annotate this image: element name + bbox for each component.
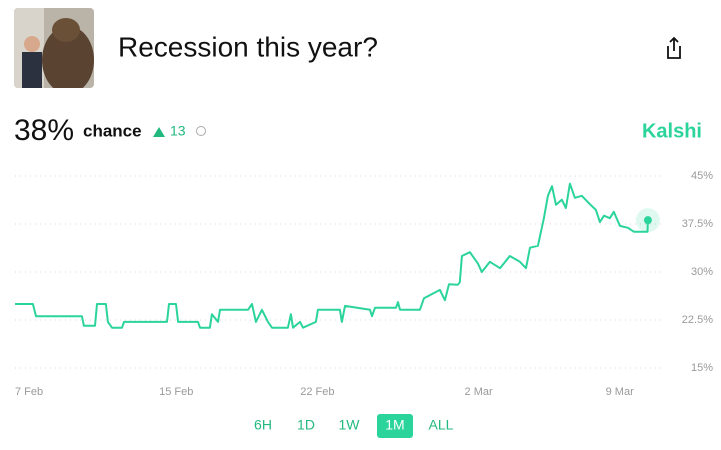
x-tick-label: 15 Feb [159,386,193,398]
range-button[interactable]: 1M [385,417,404,433]
thumbnail [14,8,94,88]
range-button[interactable]: 1W [339,417,361,433]
probability: 38% [14,114,74,147]
y-tick-label: 15% [691,362,713,374]
y-tick-label: 45% [691,170,713,182]
change: 13 [170,123,186,139]
line [15,182,649,329]
share-button[interactable] [667,36,681,59]
x-tick-label: 9 Mar [606,386,634,398]
y-tick-label: 30% [691,266,713,278]
range-button[interactable]: ALL [429,417,454,433]
chart: 15% 22.5% 30% 37.5% 45% 7 Feb 15 Feb 22 Feb 2 Ma… [15,170,713,398]
x-tick-label: 7 Feb [15,386,43,398]
up-arrow [153,127,165,137]
x-tick-label: 2 Mar [465,386,493,398]
y-tick-label: 37.5% [682,218,713,230]
info-icon[interactable] [196,126,206,136]
x-tick-label: 22 Feb [300,386,334,398]
probability-label: chance [83,121,142,140]
last-point [643,216,652,225]
brand: Kalshi [642,120,702,142]
title: Recession this year? [118,31,378,62]
y-tick-label: 22.5% [682,314,713,326]
range-selector: 6H 1D 1W 1M ALL [254,414,454,438]
range-selected-bg [377,414,413,438]
range-button[interactable]: 6H [254,417,272,433]
range-button[interactable]: 1D [297,417,315,433]
